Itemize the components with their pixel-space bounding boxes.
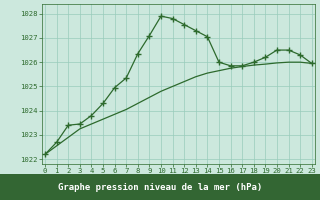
Text: Graphe pression niveau de la mer (hPa): Graphe pression niveau de la mer (hPa) xyxy=(58,182,262,192)
